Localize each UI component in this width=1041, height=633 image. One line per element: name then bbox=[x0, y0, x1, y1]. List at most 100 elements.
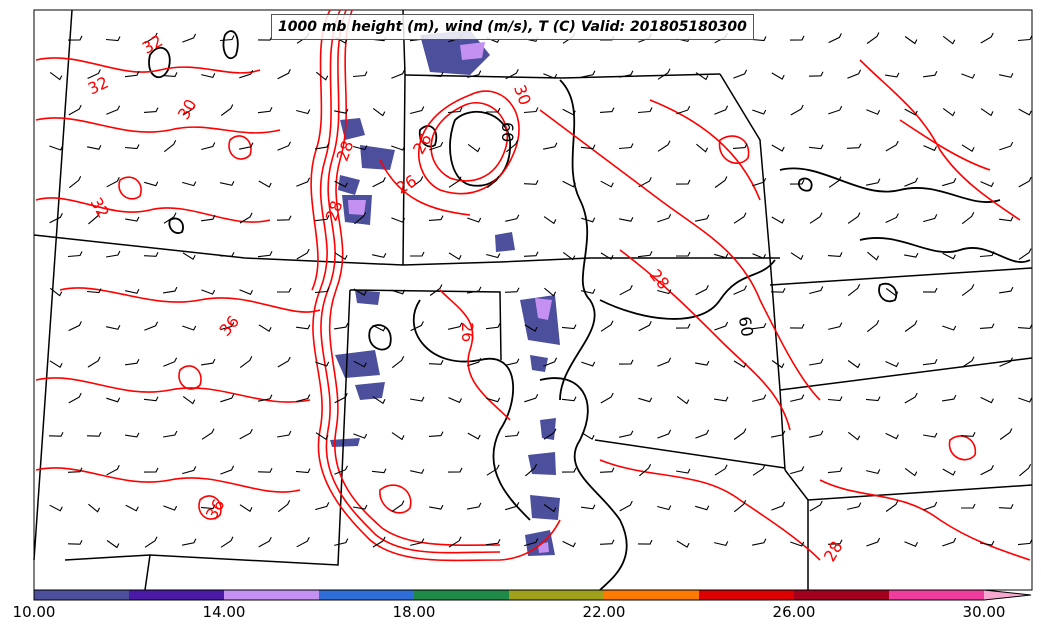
wind-barb bbox=[980, 32, 994, 44]
wind-barb bbox=[544, 287, 557, 297]
wind-barb bbox=[733, 499, 747, 513]
wind-barb bbox=[904, 108, 918, 116]
wind-barb bbox=[49, 504, 63, 512]
wind-barb bbox=[258, 536, 272, 548]
wind-barb bbox=[639, 463, 652, 477]
wind-barb bbox=[828, 176, 842, 188]
wind-barb bbox=[68, 321, 82, 332]
wind-barb bbox=[599, 107, 615, 113]
wind-barb bbox=[296, 536, 310, 548]
wind-barb bbox=[695, 429, 710, 439]
wind-barb bbox=[847, 502, 862, 510]
wind-barb bbox=[276, 215, 292, 221]
wind-barb bbox=[163, 286, 178, 294]
colorbar-bin bbox=[34, 590, 129, 600]
wind-barb bbox=[277, 356, 291, 368]
wind-barb bbox=[353, 433, 368, 439]
wind-barb bbox=[694, 214, 710, 222]
wind-barb bbox=[125, 432, 140, 438]
wind-barb bbox=[1017, 35, 1033, 42]
wind-barb bbox=[238, 142, 254, 150]
wind-barb bbox=[315, 71, 329, 81]
wind-barb bbox=[334, 252, 348, 260]
wind-barb bbox=[315, 361, 330, 367]
wind-barb bbox=[277, 69, 291, 80]
wind-barb bbox=[847, 360, 861, 369]
wind-barb bbox=[696, 143, 709, 153]
wind-barb bbox=[733, 360, 747, 368]
wind-barb bbox=[618, 359, 634, 365]
wind-barb bbox=[447, 467, 463, 473]
colorbar-bin bbox=[889, 590, 984, 600]
wind-barb bbox=[125, 504, 139, 512]
wind-barb bbox=[86, 431, 102, 437]
wind-barb bbox=[790, 541, 805, 547]
wind-barb bbox=[428, 431, 444, 437]
wind-barb bbox=[637, 251, 653, 258]
colorbar-tick-label: 30.00 bbox=[962, 603, 1006, 621]
wind-barb bbox=[1018, 176, 1032, 188]
wind-barb bbox=[106, 105, 121, 115]
wind-barb bbox=[182, 466, 197, 475]
wind-barb bbox=[923, 501, 938, 511]
colorbar-bin bbox=[794, 590, 889, 600]
wind-barb bbox=[885, 500, 899, 512]
wind-barb bbox=[353, 504, 368, 510]
wind-barb bbox=[599, 467, 615, 473]
wind-barb bbox=[201, 358, 216, 366]
wind-barb bbox=[657, 68, 671, 80]
wind-barb bbox=[258, 324, 272, 332]
wind-barb bbox=[847, 431, 861, 441]
wind-barb bbox=[410, 321, 424, 332]
wind-barb bbox=[333, 108, 349, 114]
wind-barb bbox=[524, 324, 538, 332]
wind-barb bbox=[828, 33, 842, 44]
wind-barb bbox=[809, 500, 823, 512]
wind-barb bbox=[600, 252, 614, 260]
wind-barb bbox=[201, 214, 216, 222]
wind-barb bbox=[106, 250, 121, 258]
wind-barb bbox=[904, 36, 918, 45]
wind-barb bbox=[429, 284, 443, 296]
wind-barb bbox=[68, 176, 82, 189]
wind-barb bbox=[1018, 108, 1032, 116]
wind-barb bbox=[752, 253, 766, 260]
wind-barb bbox=[866, 320, 880, 333]
wind-barb bbox=[334, 465, 348, 475]
colorbar-tick-label: 26.00 bbox=[772, 603, 816, 621]
wind-barb bbox=[904, 541, 918, 548]
wind-barb bbox=[219, 181, 235, 186]
wind-barb bbox=[809, 286, 824, 295]
wind-barb bbox=[979, 251, 995, 258]
wind-barb bbox=[86, 288, 102, 294]
wind-barb bbox=[809, 212, 823, 224]
wind-barb bbox=[486, 464, 500, 476]
wind-barb bbox=[998, 504, 1014, 509]
wind-barb bbox=[257, 107, 273, 114]
wind-barb bbox=[922, 359, 938, 366]
wind-barb bbox=[980, 108, 994, 117]
wind-barb bbox=[1019, 463, 1032, 477]
wind-barb bbox=[505, 68, 519, 80]
wind-barb bbox=[67, 539, 83, 545]
wind-barb bbox=[295, 468, 311, 474]
wind-barb bbox=[714, 464, 728, 476]
wind-barb bbox=[143, 107, 159, 113]
wind-barb bbox=[106, 464, 120, 476]
wind-barb bbox=[485, 539, 501, 546]
wind-barb bbox=[789, 35, 805, 41]
wind-barb bbox=[752, 394, 767, 402]
wind-barb bbox=[447, 107, 463, 114]
wind-barb bbox=[942, 394, 957, 402]
wind-barb bbox=[49, 213, 63, 224]
wind-barb bbox=[353, 360, 367, 368]
wind-barb bbox=[296, 248, 310, 260]
wind-barb bbox=[980, 396, 994, 404]
wind-barb bbox=[1018, 248, 1032, 260]
wind-barb bbox=[771, 72, 785, 80]
wind-barb bbox=[354, 211, 367, 225]
wind-barb bbox=[942, 178, 957, 187]
wind-barb bbox=[277, 141, 291, 151]
wind-barb bbox=[808, 71, 824, 77]
wind-barb bbox=[182, 181, 197, 187]
